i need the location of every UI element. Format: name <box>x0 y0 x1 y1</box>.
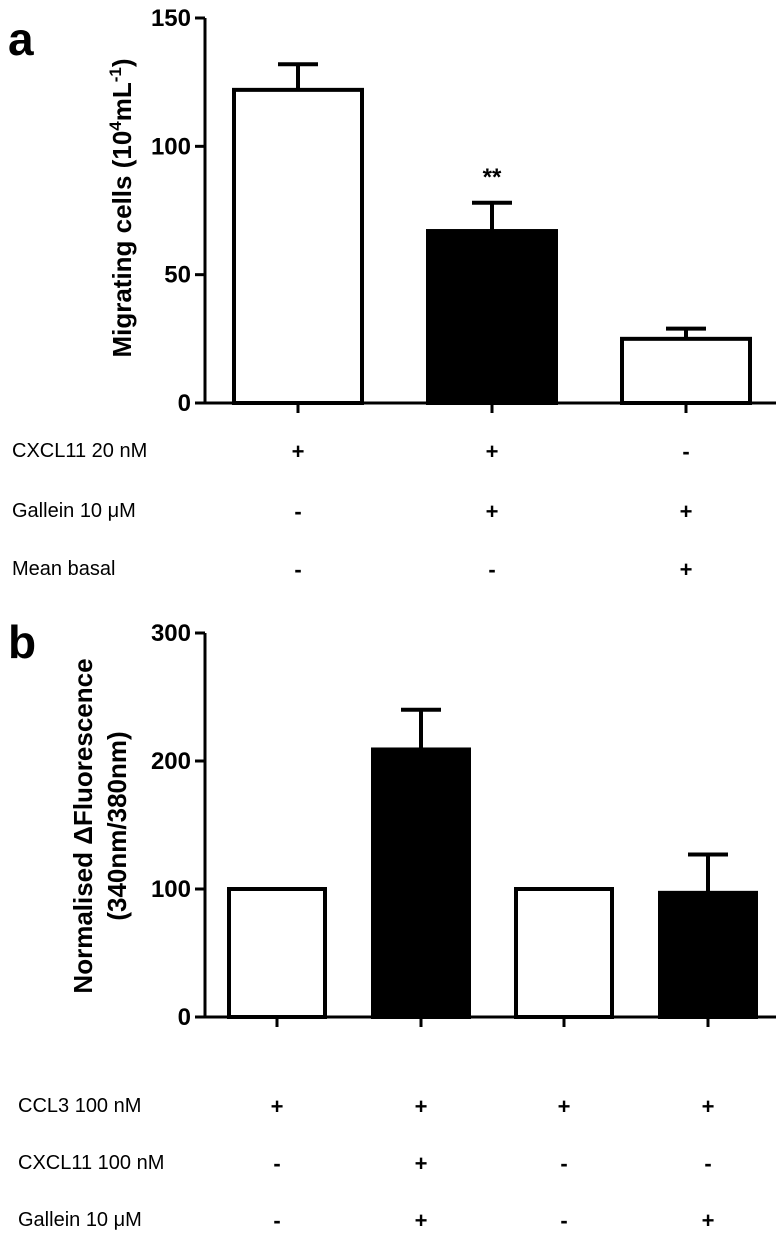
panel-a-condition-sign-0-2: - <box>682 439 689 464</box>
panel-b-condition-sign-2-1: + <box>415 1208 428 1233</box>
panel-b-y-tick-label-1: 100 <box>151 876 191 903</box>
panel-a-conditions-table: CXCL11 20 nM + + - Gallein 10 μM - + + Mean basa… <box>12 439 692 582</box>
panel-a-y-tick-label-3: 150 <box>151 5 191 32</box>
panel-a-condition-label-1: Gallein 10 μM <box>12 500 136 522</box>
panel-a-y-tick-label-0: 0 <box>178 390 191 417</box>
panel-b-condition-sign-1-2: - <box>560 1151 567 1176</box>
panel-b-y-tick-label-0: 0 <box>178 1004 191 1031</box>
panel-a-y-tick-label-2: 100 <box>151 133 191 160</box>
panel-b-plot: 0 100 200 300 <box>151 620 776 1031</box>
panel-a-condition-sign-2-0: - <box>294 557 301 582</box>
panel-a-condition-sign-0-0: + <box>292 439 305 464</box>
panel-a-condition-sign-2-1: - <box>488 557 495 582</box>
panel-b-condition-sign-2-0: - <box>273 1208 280 1233</box>
panel-b-condition-label-2: Gallein 10 μM <box>18 1209 142 1231</box>
panel-a-condition-sign-1-1: + <box>486 499 499 524</box>
panel-a-bar-0 <box>232 87 364 405</box>
panel-b-y-tick-label-2: 200 <box>151 748 191 775</box>
panel-a-significance-1: ** <box>483 164 502 191</box>
panel-b-condition-sign-0-1: + <box>415 1094 428 1119</box>
panel-b-condition-sign-1-3: - <box>704 1151 711 1176</box>
panel-b-condition-sign-1-0: - <box>273 1151 280 1176</box>
panel-b-condition-label-1: CXCL11 100 nM <box>18 1152 164 1174</box>
panel-b-conditions-table: CCL3 100 nM + + + + CXCL11 100 nM - + - - Gallein … <box>18 1094 714 1233</box>
panel-b-condition-sign-1-1: + <box>415 1151 428 1176</box>
panel-a-letter: a <box>8 13 34 65</box>
panel-a-condition-sign-1-2: + <box>680 499 693 524</box>
panel-a-y-tick-label-1: 50 <box>164 262 191 289</box>
panel-b-condition-sign-2-2: - <box>560 1208 567 1233</box>
panel-b-bar-1 <box>371 747 471 1019</box>
panel-b-condition-sign-0-2: + <box>558 1094 571 1119</box>
panel-b-condition-sign-2-3: + <box>702 1208 715 1233</box>
panel-b: b 0 100 200 300 Normalised ΔFluorescence (3… <box>8 616 776 1233</box>
panel-b-bar-3 <box>658 890 758 1020</box>
panel-a-y-axis-label: Migrating cells (104mL-1) <box>106 58 137 357</box>
panel-a-condition-label-0: CXCL11 20 nM <box>12 440 147 462</box>
panel-b-bar-0 <box>227 887 327 1019</box>
panel-b-condition-sign-0-3: + <box>702 1094 715 1119</box>
panel-b-y-tick-label-3: 300 <box>151 620 191 647</box>
panel-a-bar-1 <box>426 229 558 405</box>
panel-b-condition-sign-0-0: + <box>271 1094 284 1119</box>
panel-a-condition-sign-1-0: - <box>294 499 301 524</box>
panel-a-bar-2 <box>620 336 752 406</box>
panel-a-condition-label-2: Mean basal <box>12 558 115 580</box>
panel-b-y-axis-label-line1: Normalised ΔFluorescence <box>68 658 98 993</box>
panel-a-condition-sign-2-2: + <box>680 557 693 582</box>
panel-a-plot: 0 50 100 150 ** <box>151 5 776 417</box>
panel-b-bar-2 <box>514 887 614 1019</box>
panel-b-condition-label-0: CCL3 100 nM <box>18 1095 141 1117</box>
panel-a-condition-sign-0-1: + <box>486 439 499 464</box>
panel-b-letter: b <box>8 616 36 668</box>
panel-b-y-axis-label-line2: (340nm/380nm) <box>102 731 132 920</box>
